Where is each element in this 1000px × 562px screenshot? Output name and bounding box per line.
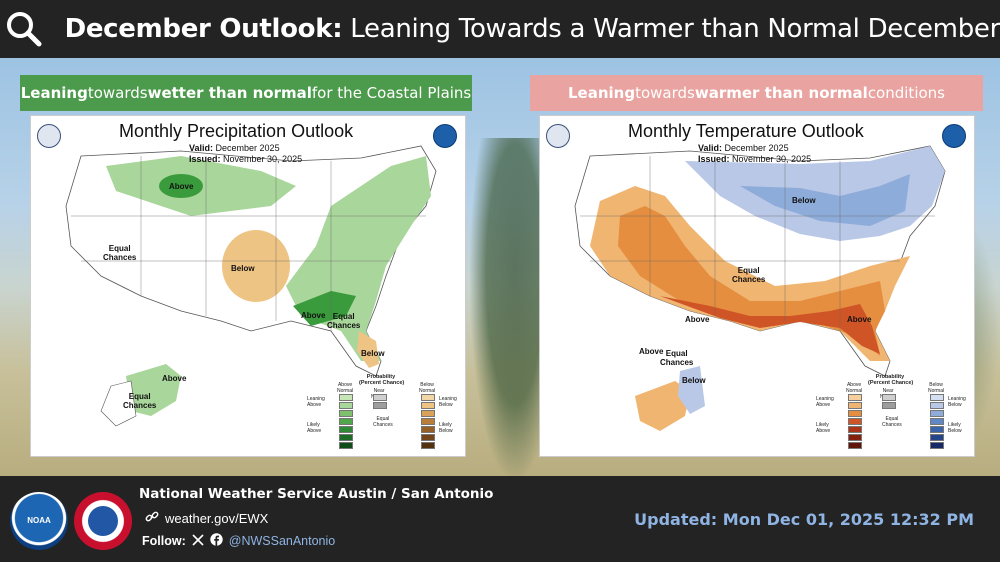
map-label: Equal Chances	[123, 392, 157, 410]
precip-banner: Leaning towards wetter than normal for t…	[20, 75, 472, 111]
banner-lead: Leaning	[20, 84, 88, 102]
map-label: Above	[685, 315, 710, 324]
map-label: Below	[792, 196, 816, 205]
follow-row: Follow: @NWSSanAntonio	[142, 533, 335, 549]
map-label: Below	[231, 264, 255, 273]
banner-mid: towards	[635, 84, 695, 102]
legend-above: Above Normal	[337, 382, 354, 394]
legend-equal: Equal Chances	[373, 416, 393, 428]
legend-leaning-above: Leaning Above	[307, 396, 325, 408]
valid-value: December 2025	[724, 143, 789, 153]
precip-map-graphic	[65, 145, 437, 427]
office-name: National Weather Service Austin / San An…	[139, 486, 494, 502]
follow-label: Follow:	[142, 534, 186, 548]
banner-bold: warmer than normal	[694, 84, 868, 102]
legend-swatches-above	[848, 394, 862, 450]
content-stage: Leaning towards wetter than normal for t…	[0, 58, 1000, 476]
map-label: Above	[169, 182, 194, 191]
legend-likely-above: Likely Above	[816, 422, 831, 434]
legend-equal: Equal Chances	[882, 416, 902, 428]
noaa-logo: NOAA	[10, 492, 68, 550]
search-icon[interactable]	[0, 0, 49, 58]
map-label: Equal Chances	[660, 349, 694, 367]
social-handle[interactable]: @NWSSanAntonio	[228, 534, 336, 548]
precip-legend: Probability (Percent Chance) Above Norma…	[303, 374, 458, 450]
banner-tail: for the Coastal Plains	[311, 84, 472, 102]
valid-value: December 2025	[215, 143, 280, 153]
issued-value: November 30, 2025	[223, 154, 303, 164]
temp-map-graphic	[574, 145, 946, 431]
banner-lead: Leaning	[568, 84, 636, 102]
website-row[interactable]: weather.gov/EWX	[145, 510, 268, 527]
legend-swatches-below	[930, 394, 944, 450]
issued-label: Issued:	[698, 154, 730, 164]
map-label: Above	[639, 347, 664, 356]
temp-map-title: Monthly Temperature Outlook	[628, 121, 864, 141]
map-label: Above	[301, 311, 326, 320]
precip-map-dates: Valid: December 2025 Issued: November 30…	[189, 143, 302, 165]
valid-label: Valid:	[189, 143, 214, 153]
map-label: Above	[847, 315, 872, 324]
doc-seal-icon	[37, 124, 61, 148]
banner-tail: conditions	[867, 84, 945, 102]
legend-swatches-above	[339, 394, 353, 450]
banner-bold: wetter than normal	[147, 84, 312, 102]
temp-legend: Probability (Percent Chance) Above Norma…	[812, 374, 967, 450]
legend-title: Probability (Percent Chance)	[359, 374, 405, 386]
noaa-logo-icon	[433, 124, 457, 148]
facebook-icon[interactable]	[210, 533, 223, 549]
precip-map-title: Monthly Precipitation Outlook	[119, 121, 354, 141]
banner-mid: towards	[87, 84, 148, 102]
page-title: December Outlook: Leaning Towards a Warm…	[65, 14, 1000, 44]
noaa-logo-text: NOAA	[27, 516, 51, 525]
nws-logo	[74, 492, 132, 550]
footer-bar: NOAA National Weather Service Austin / S…	[0, 476, 1000, 562]
legend-swatches-near	[373, 394, 387, 410]
legend-swatches-near	[882, 394, 896, 410]
nws-logo-center	[88, 506, 118, 536]
legend-title: Probability (Percent Chance)	[868, 374, 914, 386]
x-icon[interactable]	[192, 533, 204, 549]
map-label: Equal Chances	[103, 244, 137, 262]
legend-below: Below Normal	[928, 382, 945, 394]
doc-seal-icon	[546, 124, 570, 148]
map-label: Equal Chances	[732, 266, 766, 284]
map-label: Below	[361, 349, 385, 358]
issued-label: Issued:	[189, 154, 221, 164]
legend-likely-below: Likely Below	[948, 422, 962, 434]
temp-outlook-map: Monthly Temperature Outlook Valid: Decem…	[539, 115, 975, 457]
updated-timestamp: Updated: Mon Dec 01, 2025 12:32 PM	[634, 510, 974, 529]
legend-leaning-above: Leaning Above	[816, 396, 834, 408]
header-bar: December Outlook: Leaning Towards a Warm…	[0, 0, 1000, 58]
legend-above: Above Normal	[846, 382, 863, 394]
noaa-logo-icon	[942, 124, 966, 148]
map-label: Below	[682, 376, 706, 385]
map-label: Equal Chances	[327, 312, 361, 330]
title-rest: Leaning Towards a Warmer than Normal Dec…	[342, 14, 1000, 44]
link-icon	[145, 510, 159, 527]
legend-swatches-below	[421, 394, 435, 450]
temp-map-dates: Valid: December 2025 Issued: November 30…	[698, 143, 811, 165]
precip-outlook-map: Monthly Precipitation Outlook Valid: Dec…	[30, 115, 466, 457]
legend-likely-below: Likely Below	[439, 422, 453, 434]
legend-likely-above: Likely Above	[307, 422, 322, 434]
legend-leaning-below: Leaning Below	[439, 396, 457, 408]
map-label: Above	[162, 374, 187, 383]
valid-label: Valid:	[698, 143, 723, 153]
legend-leaning-below: Leaning Below	[948, 396, 966, 408]
title-bold: December Outlook:	[64, 14, 343, 44]
temp-banner: Leaning towards warmer than normal condi…	[530, 75, 983, 111]
issued-value: November 30, 2025	[732, 154, 812, 164]
website-link[interactable]: weather.gov/EWX	[165, 511, 269, 526]
legend-below: Below Normal	[419, 382, 436, 394]
